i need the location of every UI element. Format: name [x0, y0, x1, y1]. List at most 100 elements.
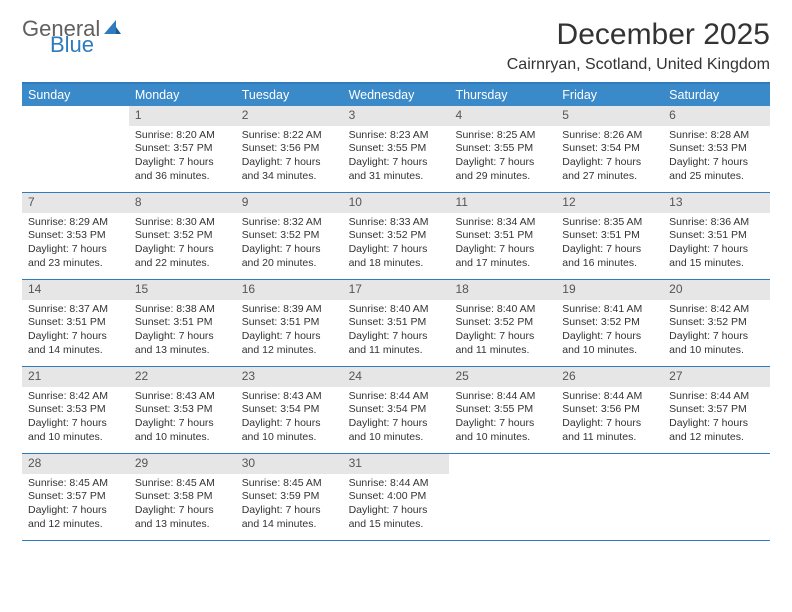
- day-number: 7: [22, 193, 129, 213]
- day-cell: 2Sunrise: 8:22 AMSunset: 3:56 PMDaylight…: [236, 106, 343, 192]
- day-cell: 12Sunrise: 8:35 AMSunset: 3:51 PMDayligh…: [556, 193, 663, 279]
- day-cell: [663, 454, 770, 540]
- location-text: Cairnryan, Scotland, United Kingdom: [507, 56, 770, 74]
- daylight-text: Daylight: 7 hours and 31 minutes.: [349, 156, 444, 183]
- sunrise-text: Sunrise: 8:45 AM: [242, 477, 337, 491]
- daylight-text: Daylight: 7 hours and 12 minutes.: [669, 417, 764, 444]
- day-cell: 24Sunrise: 8:44 AMSunset: 3:54 PMDayligh…: [343, 367, 450, 453]
- sunrise-text: Sunrise: 8:29 AM: [28, 216, 123, 230]
- day-cell: 11Sunrise: 8:34 AMSunset: 3:51 PMDayligh…: [449, 193, 556, 279]
- day-body: Sunrise: 8:41 AMSunset: 3:52 PMDaylight:…: [556, 300, 663, 364]
- daylight-text: Daylight: 7 hours and 14 minutes.: [28, 330, 123, 357]
- sunrise-text: Sunrise: 8:40 AM: [349, 303, 444, 317]
- day-body: Sunrise: 8:45 AMSunset: 3:58 PMDaylight:…: [129, 474, 236, 538]
- day-number: 17: [343, 280, 450, 300]
- day-body: Sunrise: 8:40 AMSunset: 3:51 PMDaylight:…: [343, 300, 450, 364]
- sunrise-text: Sunrise: 8:43 AM: [135, 390, 230, 404]
- sunset-text: Sunset: 4:00 PM: [349, 490, 444, 504]
- sunrise-text: Sunrise: 8:44 AM: [669, 390, 764, 404]
- sunset-text: Sunset: 3:55 PM: [455, 142, 550, 156]
- day-cell: 4Sunrise: 8:25 AMSunset: 3:55 PMDaylight…: [449, 106, 556, 192]
- sunset-text: Sunset: 3:53 PM: [669, 142, 764, 156]
- day-number: 27: [663, 367, 770, 387]
- day-body: Sunrise: 8:20 AMSunset: 3:57 PMDaylight:…: [129, 126, 236, 190]
- day-cell: 3Sunrise: 8:23 AMSunset: 3:55 PMDaylight…: [343, 106, 450, 192]
- day-number: 10: [343, 193, 450, 213]
- day-number: 8: [129, 193, 236, 213]
- day-cell: 30Sunrise: 8:45 AMSunset: 3:59 PMDayligh…: [236, 454, 343, 540]
- day-cell: 29Sunrise: 8:45 AMSunset: 3:58 PMDayligh…: [129, 454, 236, 540]
- sunrise-text: Sunrise: 8:42 AM: [28, 390, 123, 404]
- daylight-text: Daylight: 7 hours and 12 minutes.: [242, 330, 337, 357]
- sunrise-text: Sunrise: 8:44 AM: [562, 390, 657, 404]
- dow-cell: Tuesday: [236, 84, 343, 106]
- day-number: 31: [343, 454, 450, 474]
- daylight-text: Daylight: 7 hours and 25 minutes.: [669, 156, 764, 183]
- day-number: 23: [236, 367, 343, 387]
- day-number: 18: [449, 280, 556, 300]
- sunrise-text: Sunrise: 8:44 AM: [349, 390, 444, 404]
- daylight-text: Daylight: 7 hours and 12 minutes.: [28, 504, 123, 531]
- daylight-text: Daylight: 7 hours and 10 minutes.: [28, 417, 123, 444]
- header: General Blue December 2025 Cairnryan, Sc…: [22, 18, 770, 74]
- sunrise-text: Sunrise: 8:33 AM: [349, 216, 444, 230]
- sunrise-text: Sunrise: 8:41 AM: [562, 303, 657, 317]
- day-body: Sunrise: 8:32 AMSunset: 3:52 PMDaylight:…: [236, 213, 343, 277]
- week-row: 7Sunrise: 8:29 AMSunset: 3:53 PMDaylight…: [22, 193, 770, 280]
- day-cell: [22, 106, 129, 192]
- day-cell: 19Sunrise: 8:41 AMSunset: 3:52 PMDayligh…: [556, 280, 663, 366]
- day-cell: 21Sunrise: 8:42 AMSunset: 3:53 PMDayligh…: [22, 367, 129, 453]
- sunset-text: Sunset: 3:51 PM: [562, 229, 657, 243]
- daylight-text: Daylight: 7 hours and 27 minutes.: [562, 156, 657, 183]
- daylight-text: Daylight: 7 hours and 29 minutes.: [455, 156, 550, 183]
- dow-cell: Sunday: [22, 84, 129, 106]
- day-cell: 7Sunrise: 8:29 AMSunset: 3:53 PMDaylight…: [22, 193, 129, 279]
- day-number: [556, 454, 663, 458]
- day-body: Sunrise: 8:23 AMSunset: 3:55 PMDaylight:…: [343, 126, 450, 190]
- daylight-text: Daylight: 7 hours and 22 minutes.: [135, 243, 230, 270]
- daylight-text: Daylight: 7 hours and 10 minutes.: [669, 330, 764, 357]
- day-body: Sunrise: 8:42 AMSunset: 3:52 PMDaylight:…: [663, 300, 770, 364]
- page-title: December 2025: [507, 18, 770, 52]
- dow-cell: Thursday: [449, 84, 556, 106]
- dow-cell: Friday: [556, 84, 663, 106]
- day-number: 26: [556, 367, 663, 387]
- day-number: 13: [663, 193, 770, 213]
- daylight-text: Daylight: 7 hours and 15 minutes.: [669, 243, 764, 270]
- day-cell: 10Sunrise: 8:33 AMSunset: 3:52 PMDayligh…: [343, 193, 450, 279]
- day-number: 24: [343, 367, 450, 387]
- day-cell: 16Sunrise: 8:39 AMSunset: 3:51 PMDayligh…: [236, 280, 343, 366]
- sunset-text: Sunset: 3:54 PM: [242, 403, 337, 417]
- daylight-text: Daylight: 7 hours and 18 minutes.: [349, 243, 444, 270]
- day-body: Sunrise: 8:42 AMSunset: 3:53 PMDaylight:…: [22, 387, 129, 451]
- sunset-text: Sunset: 3:52 PM: [242, 229, 337, 243]
- sunset-text: Sunset: 3:52 PM: [135, 229, 230, 243]
- dow-cell: Saturday: [663, 84, 770, 106]
- day-body: Sunrise: 8:37 AMSunset: 3:51 PMDaylight:…: [22, 300, 129, 364]
- day-body: Sunrise: 8:22 AMSunset: 3:56 PMDaylight:…: [236, 126, 343, 190]
- day-number: 22: [129, 367, 236, 387]
- daylight-text: Daylight: 7 hours and 13 minutes.: [135, 504, 230, 531]
- sunrise-text: Sunrise: 8:45 AM: [28, 477, 123, 491]
- day-number: 14: [22, 280, 129, 300]
- day-cell: [556, 454, 663, 540]
- day-number: 9: [236, 193, 343, 213]
- day-body: Sunrise: 8:34 AMSunset: 3:51 PMDaylight:…: [449, 213, 556, 277]
- day-number: [22, 106, 129, 110]
- day-body: Sunrise: 8:45 AMSunset: 3:59 PMDaylight:…: [236, 474, 343, 538]
- sunrise-text: Sunrise: 8:42 AM: [669, 303, 764, 317]
- day-body: Sunrise: 8:40 AMSunset: 3:52 PMDaylight:…: [449, 300, 556, 364]
- sunset-text: Sunset: 3:57 PM: [669, 403, 764, 417]
- day-number: 12: [556, 193, 663, 213]
- sunset-text: Sunset: 3:54 PM: [349, 403, 444, 417]
- day-body: Sunrise: 8:44 AMSunset: 3:54 PMDaylight:…: [343, 387, 450, 451]
- day-number: 15: [129, 280, 236, 300]
- day-number: 20: [663, 280, 770, 300]
- day-body: Sunrise: 8:44 AMSunset: 3:56 PMDaylight:…: [556, 387, 663, 451]
- daylight-text: Daylight: 7 hours and 16 minutes.: [562, 243, 657, 270]
- day-number: 1: [129, 106, 236, 126]
- day-body: Sunrise: 8:26 AMSunset: 3:54 PMDaylight:…: [556, 126, 663, 190]
- day-cell: 13Sunrise: 8:36 AMSunset: 3:51 PMDayligh…: [663, 193, 770, 279]
- day-body: Sunrise: 8:45 AMSunset: 3:57 PMDaylight:…: [22, 474, 129, 538]
- daylight-text: Daylight: 7 hours and 11 minutes.: [562, 417, 657, 444]
